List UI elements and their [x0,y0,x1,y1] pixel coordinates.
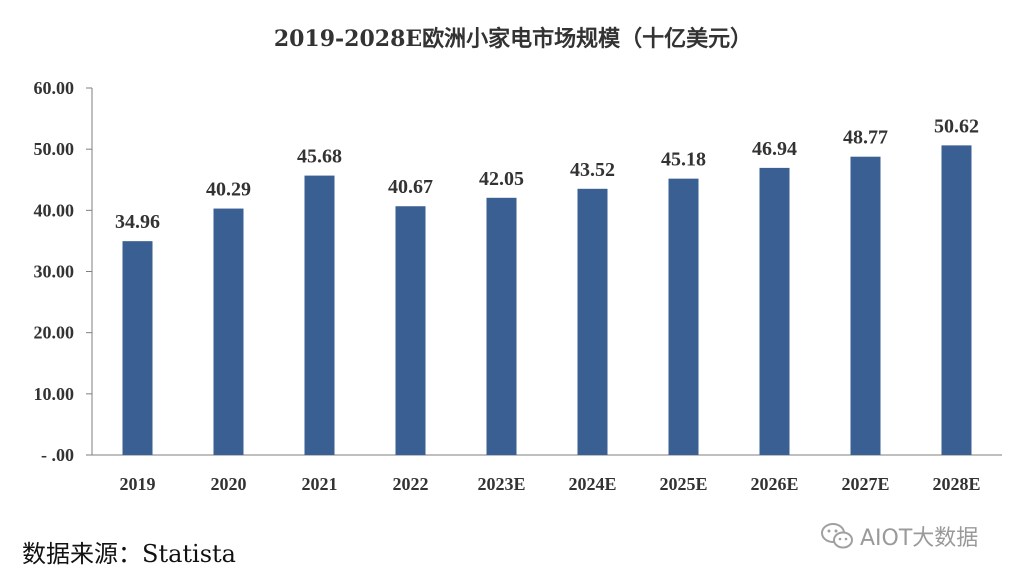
x-tick-label: 2027E [841,474,889,494]
bar-value-label: 45.18 [661,149,706,171]
bar-2025E [668,178,699,456]
watermark: AIOT大数据 [820,520,978,552]
x-tick-label: 2023E [477,474,525,494]
y-tick-label: 60.00 [34,78,75,98]
wechat-icon [821,523,853,549]
chart-bars: 34.96 2019 40.29 2020 45.68 2021 40.67 2022 42.0… [115,115,981,494]
y-tick-label: 40.00 [34,200,75,220]
bar-value-label: 43.52 [570,159,615,181]
y-tick-label: - .00 [41,445,74,465]
bar-value-label: 34.96 [115,211,160,233]
bar-2023E [486,197,517,455]
bar-2019 [122,241,153,455]
chart-title: 2019-2028E欧洲小家电市场规模（十亿美元） [274,26,752,52]
bar-2027E [850,156,881,455]
bar-value-label: 45.68 [297,146,342,168]
watermark-text: AIOT大数据 [860,526,979,551]
x-tick-label: 2026E [750,474,798,494]
bar-value-label: 42.05 [479,168,524,190]
bar-2024E [577,188,608,455]
bar-value-label: 40.29 [206,179,251,201]
bar-value-label: 40.67 [388,176,433,198]
source-note: 数据来源：Statista [22,540,236,568]
x-tick-label: 2028E [932,474,980,494]
chart-axes: - .00 10.00 20.00 30.00 40.00 50.00 60.00 [34,78,1002,465]
x-tick-label: 2025E [659,474,707,494]
bar-2026E [759,167,790,455]
x-tick-label: 2020 [211,474,247,494]
y-tick-label: 20.00 [34,323,75,343]
y-tick-label: 30.00 [34,262,75,282]
bar-value-label: 46.94 [752,138,797,160]
x-tick-label: 2019 [120,474,156,494]
bar-2022 [395,206,426,455]
bar-2021 [304,175,335,455]
bar-2028E [941,145,972,455]
bar-value-label: 48.77 [843,127,888,149]
y-tick-label: 50.00 [34,139,75,159]
x-tick-label: 2022 [393,474,429,494]
bar-value-label: 50.62 [934,115,979,137]
y-tick-label: 10.00 [34,384,75,404]
x-tick-label: 2021 [302,474,338,494]
x-tick-label: 2024E [568,474,616,494]
bar-2020 [213,208,244,455]
